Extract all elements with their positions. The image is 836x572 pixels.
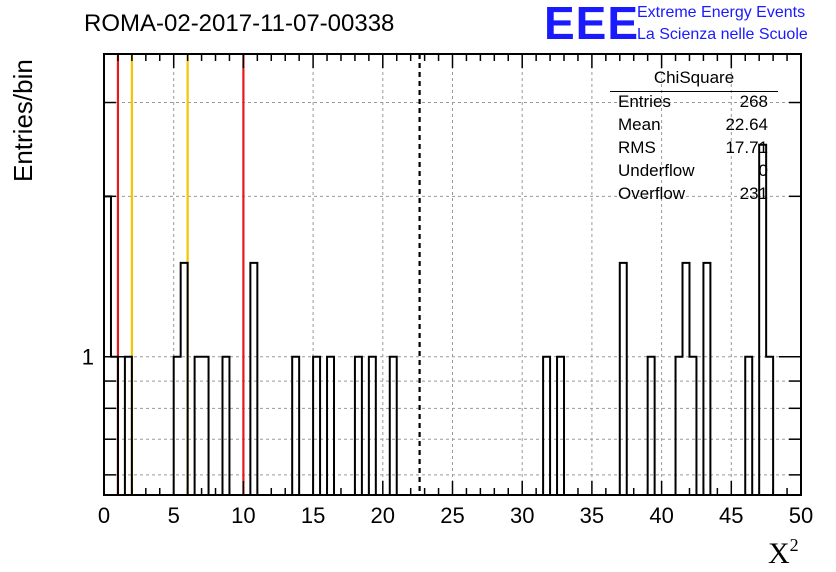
x-axis-label: X2 (768, 535, 799, 570)
stats-key: RMS (618, 138, 656, 157)
stats-value: 22.64 (725, 115, 768, 134)
logo-line-2: La Scienza nelle Scuole (637, 26, 808, 43)
stats-value: 231 (739, 184, 768, 203)
run-title: ROMA-02-2017-11-07-00338 (84, 10, 395, 37)
stats-key: Overflow (618, 184, 686, 203)
y-axis-label: Entries/bin (8, 59, 38, 182)
logo-line-1: Extreme Energy Events (637, 4, 806, 21)
plot-frame (103, 53, 802, 496)
x-tick-label: 30 (510, 503, 534, 528)
eee-logo-mark: EEE (544, 0, 640, 49)
eee-logo: EEE Extreme Energy Events La Scienza nel… (544, 0, 834, 49)
tick-labels: 0 5 10 15 20 25 30 35 40 45 50 1 (82, 345, 813, 528)
stats-value: 268 (739, 92, 768, 111)
x-tick-label: 10 (231, 503, 255, 528)
y-tick-label: 1 (82, 345, 94, 370)
x-tick-label: 5 (168, 503, 180, 528)
stats-key: Mean (618, 115, 661, 134)
stats-key: Entries (618, 92, 671, 111)
stats-row-entries: Entries 268 (618, 92, 768, 114)
stats-key: Underflow (618, 161, 695, 180)
stats-row-mean: Mean 22.64 (618, 115, 768, 137)
x-tick-label: 0 (98, 503, 110, 528)
stats-row-overflow: Overflow 231 (618, 184, 768, 206)
x-tick-label: 25 (440, 503, 464, 528)
stats-value: 17.71 (725, 138, 768, 157)
x-tick-label: 20 (371, 503, 395, 528)
marker-lines (116, 54, 421, 495)
stats-title: ChiSquare (653, 68, 735, 87)
stats-row-rms: RMS 17.71 (618, 138, 768, 160)
x-tick-label: 45 (719, 503, 743, 528)
histogram-outline (103, 143, 775, 495)
x-tick-label: 35 (580, 503, 604, 528)
stats-separator (610, 91, 778, 92)
x-tick-label: 15 (301, 503, 325, 528)
stats-value: 0 (758, 161, 768, 180)
x-tick-label: 40 (649, 503, 673, 528)
grid-layer (104, 54, 801, 495)
stats-box: ChiSquare Entries 268 Mean 22.64 RMS 17.… (610, 66, 778, 206)
x-tick-label: 50 (789, 503, 813, 528)
stats-row-underflow: Underflow 0 (618, 161, 768, 183)
